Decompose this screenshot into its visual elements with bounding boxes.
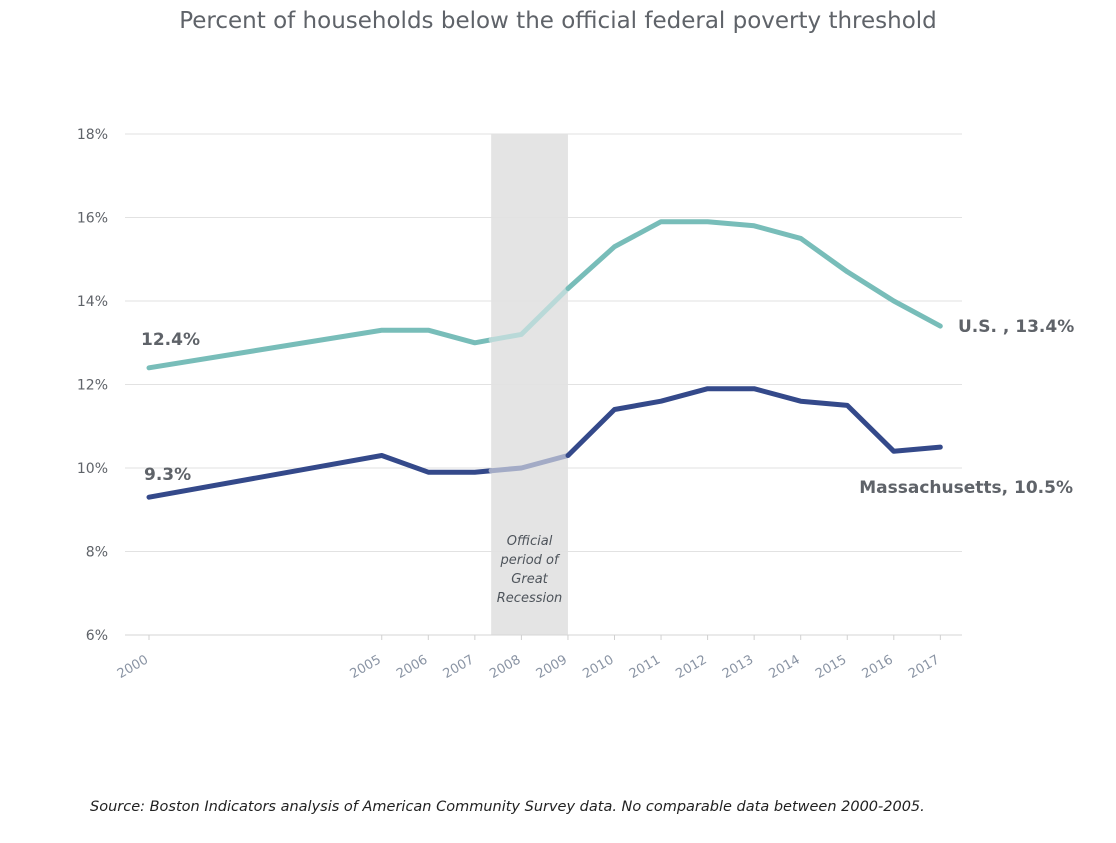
x-tick-label: 2008 (487, 652, 523, 682)
y-tick-label: 8% (86, 545, 108, 561)
x-tick-label: 2015 (813, 652, 849, 682)
y-tick-label: 18% (77, 127, 108, 143)
source-note: Source: Boston Indicators analysis of Am… (90, 799, 925, 815)
x-tick-label: 2012 (673, 652, 709, 682)
recession-label-line: Recession (497, 591, 563, 606)
y-tick-label: 6% (86, 628, 108, 644)
x-tick-label: 2014 (767, 652, 803, 682)
recession-label-line: period of (500, 553, 561, 568)
x-tick-label: 2011 (627, 652, 663, 682)
series-line-massachusetts (565, 386, 943, 458)
y-tick-label: 14% (77, 294, 108, 310)
series-line-u-s (565, 219, 943, 329)
us-start-label: 12.4% (141, 330, 200, 350)
series-line-u-s-recession (488, 286, 571, 343)
y-tick-label: 12% (77, 378, 108, 394)
x-tick-label: 2009 (534, 652, 570, 682)
x-tick-label: 2010 (580, 652, 616, 682)
recession-label-line: Official (507, 534, 553, 549)
chart-title: Percent of households below the official… (179, 8, 937, 34)
x-tick-label: 2006 (394, 652, 430, 682)
ma-start-label: 9.3% (144, 465, 191, 485)
x-tick-label: 2016 (860, 652, 896, 682)
ma-end-label: Massachusetts, 10.5% (859, 478, 1073, 498)
x-tick-label: 2000 (115, 652, 151, 682)
series-line-u-s (146, 327, 494, 371)
x-tick-label: 2017 (906, 652, 942, 682)
recession-label-line: Great (511, 572, 548, 587)
x-tick-label: 2013 (720, 652, 756, 682)
y-tick-label: 16% (77, 211, 108, 227)
x-tick-label: 2005 (348, 652, 384, 682)
us-end-label: U.S. , 13.4% (958, 317, 1074, 337)
y-tick-label: 10% (77, 461, 108, 477)
x-tick-label: 2007 (441, 652, 477, 682)
series-line-massachusetts (146, 453, 494, 500)
series-line-massachusetts-recession (488, 453, 571, 474)
